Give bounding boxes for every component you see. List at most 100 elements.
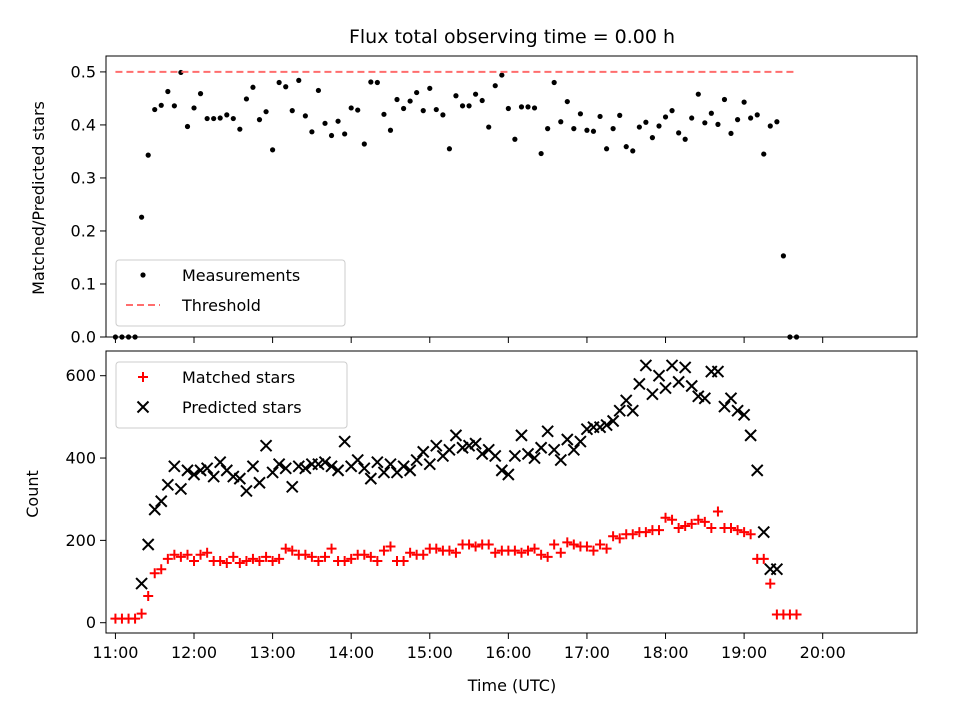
measurement-point: [564, 98, 570, 105]
top-y-tick-label: 0.2: [71, 221, 96, 240]
measurement-point: [715, 121, 721, 127]
measurement-point: [702, 120, 708, 126]
measurement-point: [191, 105, 197, 111]
matched-star-point: [300, 549, 311, 560]
predicted-star-point: [200, 462, 214, 475]
predicted-star-point: [606, 414, 620, 428]
matched-star-point: [562, 537, 573, 548]
matched-star-point: [339, 555, 350, 566]
top-legend-swatch: [140, 272, 146, 278]
bottom-legend-label: Predicted stars: [182, 398, 302, 417]
top-y-tick-label: 0.5: [71, 62, 96, 81]
measurement-point: [184, 123, 191, 130]
matched-star-point: [326, 543, 337, 554]
matched-star-point: [175, 551, 186, 562]
measurement-point: [538, 150, 544, 157]
predicted-star-point: [659, 381, 672, 395]
predicted-star-point: [665, 359, 679, 372]
bottom-y-tick-label: 200: [65, 531, 96, 550]
measurement-point: [617, 112, 623, 118]
bottom-y-tick-label: 400: [65, 449, 96, 468]
measurement-point: [368, 79, 374, 85]
matched-star-point: [234, 558, 245, 569]
matched-star-point: [654, 525, 665, 536]
bottom-x-tick-label: 12:00: [171, 643, 217, 662]
predicted-star-point: [561, 433, 574, 446]
predicted-star-point: [325, 460, 338, 473]
predicted-star-point: [272, 458, 286, 471]
predicted-star-point: [358, 462, 371, 475]
predicted-star-point: [286, 480, 299, 494]
predicted-star-point: [652, 369, 666, 382]
predicted-star-point: [259, 439, 273, 452]
matched-star-point: [189, 555, 200, 566]
measurement-point: [531, 105, 538, 111]
predicted-star-point: [475, 447, 489, 461]
bottom-y-tick-label: 0: [86, 613, 96, 632]
matched-star-point: [320, 551, 331, 562]
predicted-star-point: [770, 562, 784, 576]
matched-star-point: [280, 543, 291, 554]
predicted-star-point: [168, 460, 181, 473]
measurement-point: [682, 136, 688, 142]
predicted-star-point: [266, 466, 279, 479]
measurement-point: [734, 117, 741, 123]
predicted-star-point: [737, 408, 751, 422]
measurement-point: [197, 91, 204, 97]
measurement-point: [748, 115, 754, 121]
matched-star-point: [693, 514, 704, 525]
predicted-star-point: [246, 460, 260, 473]
predicted-star-point: [547, 443, 561, 457]
matched-star-point: [555, 547, 566, 558]
measurement-point: [138, 214, 145, 220]
matched-star-point: [470, 541, 481, 552]
chart-title: Flux total observing time = 0.00 h: [349, 26, 675, 48]
top-y-tick-label: 0.0: [71, 328, 96, 347]
bottom-x-tick-label: 15:00: [407, 643, 453, 662]
matched-star-point: [660, 512, 671, 523]
predicted-star-point: [141, 538, 155, 551]
predicted-star-point: [724, 392, 738, 405]
predicted-star-point: [371, 455, 384, 469]
matched-star-point: [228, 551, 239, 562]
predicted-star-point: [331, 464, 345, 477]
matched-star-point: [529, 543, 540, 554]
measurement-point: [152, 106, 158, 113]
bottom-legend-swatch: [136, 400, 150, 414]
matched-star-point: [346, 553, 357, 564]
matched-star-point: [516, 547, 527, 558]
matched-star-point: [130, 613, 141, 624]
measurement-point: [401, 105, 407, 112]
measurement-point: [453, 93, 459, 99]
measurement-point: [250, 84, 256, 90]
predicted-star-point: [757, 525, 770, 539]
predicted-star-point: [711, 365, 725, 378]
matched-star-point: [241, 555, 252, 566]
predicted-star-point: [620, 394, 633, 407]
matched-star-point: [156, 564, 167, 575]
matched-star-point: [791, 609, 802, 620]
top-legend-label: Measurements: [182, 266, 300, 285]
measurement-point: [492, 83, 498, 89]
matched-star-point: [712, 506, 723, 517]
matched-star-point: [306, 551, 317, 562]
measurement-point: [283, 84, 289, 90]
predicted-star-point: [279, 462, 292, 475]
matched-star-point: [450, 547, 461, 558]
predicted-star-point: [521, 447, 535, 461]
predicted-star-point: [633, 377, 646, 391]
measurement-point: [440, 112, 446, 118]
predicted-star-point: [377, 466, 391, 479]
predicted-star-point: [417, 445, 430, 459]
predicted-star-point: [384, 458, 397, 471]
top-y-axis-label: Matched/Predicted stars: [29, 101, 48, 295]
measurement-point: [505, 105, 511, 112]
measurement-point: [204, 115, 210, 122]
predicted-star-point: [534, 441, 548, 454]
measurement-point: [420, 108, 426, 114]
measurement-point: [774, 119, 780, 125]
matched-star-point: [247, 553, 258, 564]
measurement-point: [355, 107, 361, 113]
predicted-star-point: [430, 439, 443, 452]
matched-star-point: [287, 545, 298, 556]
